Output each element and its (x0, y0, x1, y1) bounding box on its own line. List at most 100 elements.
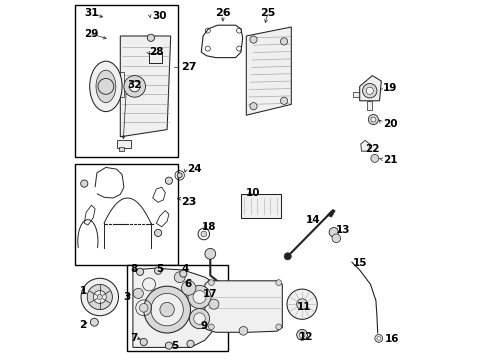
Circle shape (193, 291, 205, 303)
Text: 15: 15 (352, 258, 366, 268)
Text: 32: 32 (127, 80, 142, 90)
Circle shape (249, 103, 257, 110)
Circle shape (275, 324, 281, 330)
Polygon shape (326, 210, 335, 217)
Polygon shape (366, 101, 371, 110)
Circle shape (296, 329, 307, 340)
Circle shape (249, 36, 257, 43)
Bar (127, 265, 228, 351)
Text: 1: 1 (80, 286, 87, 296)
Text: 3: 3 (122, 292, 130, 302)
Circle shape (299, 332, 305, 338)
Circle shape (151, 293, 183, 326)
Circle shape (370, 117, 375, 122)
Text: 16: 16 (384, 334, 399, 344)
Text: 30: 30 (152, 11, 167, 21)
Circle shape (147, 34, 154, 41)
Circle shape (129, 81, 140, 92)
Circle shape (154, 267, 162, 274)
Circle shape (328, 228, 338, 237)
Bar (75, 164, 178, 265)
Text: 18: 18 (202, 222, 216, 232)
Circle shape (370, 154, 378, 162)
Text: 25: 25 (260, 8, 275, 18)
Text: 23: 23 (181, 197, 197, 207)
Circle shape (81, 180, 88, 187)
Circle shape (286, 289, 317, 319)
Circle shape (367, 114, 378, 125)
Text: 9: 9 (200, 321, 207, 331)
Text: 17: 17 (203, 289, 217, 300)
Circle shape (366, 87, 373, 94)
Polygon shape (241, 194, 280, 218)
Circle shape (140, 338, 147, 346)
Text: 10: 10 (246, 188, 260, 198)
Circle shape (239, 327, 247, 335)
Ellipse shape (96, 70, 116, 103)
Circle shape (275, 280, 281, 285)
Circle shape (187, 285, 211, 309)
Text: 31: 31 (84, 8, 99, 18)
Text: 7: 7 (130, 333, 138, 343)
Polygon shape (246, 27, 291, 115)
Text: 12: 12 (298, 332, 312, 342)
Circle shape (189, 309, 209, 329)
Polygon shape (133, 268, 224, 347)
Circle shape (123, 76, 145, 97)
Circle shape (87, 284, 112, 310)
Circle shape (284, 253, 291, 260)
Text: 5: 5 (156, 264, 163, 274)
Circle shape (154, 229, 162, 237)
Text: 21: 21 (382, 155, 397, 165)
Circle shape (208, 299, 219, 309)
Circle shape (331, 234, 340, 243)
Circle shape (208, 324, 214, 330)
Circle shape (362, 84, 376, 98)
Circle shape (139, 303, 148, 312)
Circle shape (193, 313, 205, 324)
Text: 26: 26 (215, 8, 230, 18)
Text: 14: 14 (305, 215, 320, 225)
Circle shape (93, 291, 106, 303)
Bar (117, 140, 131, 148)
Text: 28: 28 (149, 47, 163, 57)
Circle shape (186, 340, 194, 347)
Circle shape (280, 38, 287, 45)
Text: 27: 27 (181, 62, 197, 72)
Ellipse shape (89, 61, 122, 112)
Text: 20: 20 (382, 119, 397, 129)
Circle shape (133, 288, 143, 298)
Circle shape (208, 280, 214, 285)
Circle shape (81, 278, 118, 316)
Circle shape (376, 337, 380, 340)
Circle shape (179, 270, 186, 277)
Text: 19: 19 (382, 83, 397, 93)
Polygon shape (120, 36, 170, 137)
Text: 5: 5 (171, 341, 178, 351)
Circle shape (296, 299, 307, 310)
Circle shape (160, 302, 174, 317)
Text: 13: 13 (336, 225, 350, 235)
Text: 4: 4 (181, 264, 188, 274)
Text: 29: 29 (84, 29, 99, 39)
Circle shape (165, 342, 172, 349)
Text: 11: 11 (296, 302, 310, 312)
Circle shape (165, 177, 172, 184)
Polygon shape (360, 140, 369, 151)
Polygon shape (204, 281, 282, 332)
Text: 2: 2 (80, 320, 87, 330)
Text: 22: 22 (365, 144, 379, 154)
Circle shape (181, 281, 196, 295)
Circle shape (177, 173, 182, 178)
Circle shape (204, 248, 215, 259)
Polygon shape (120, 72, 123, 97)
Polygon shape (352, 92, 359, 97)
Text: 8: 8 (130, 264, 137, 274)
Circle shape (136, 268, 143, 275)
Bar (75, 5, 178, 157)
Polygon shape (359, 76, 381, 101)
Circle shape (98, 78, 114, 94)
Circle shape (143, 286, 190, 333)
Bar (149, 53, 162, 63)
Circle shape (201, 231, 206, 237)
